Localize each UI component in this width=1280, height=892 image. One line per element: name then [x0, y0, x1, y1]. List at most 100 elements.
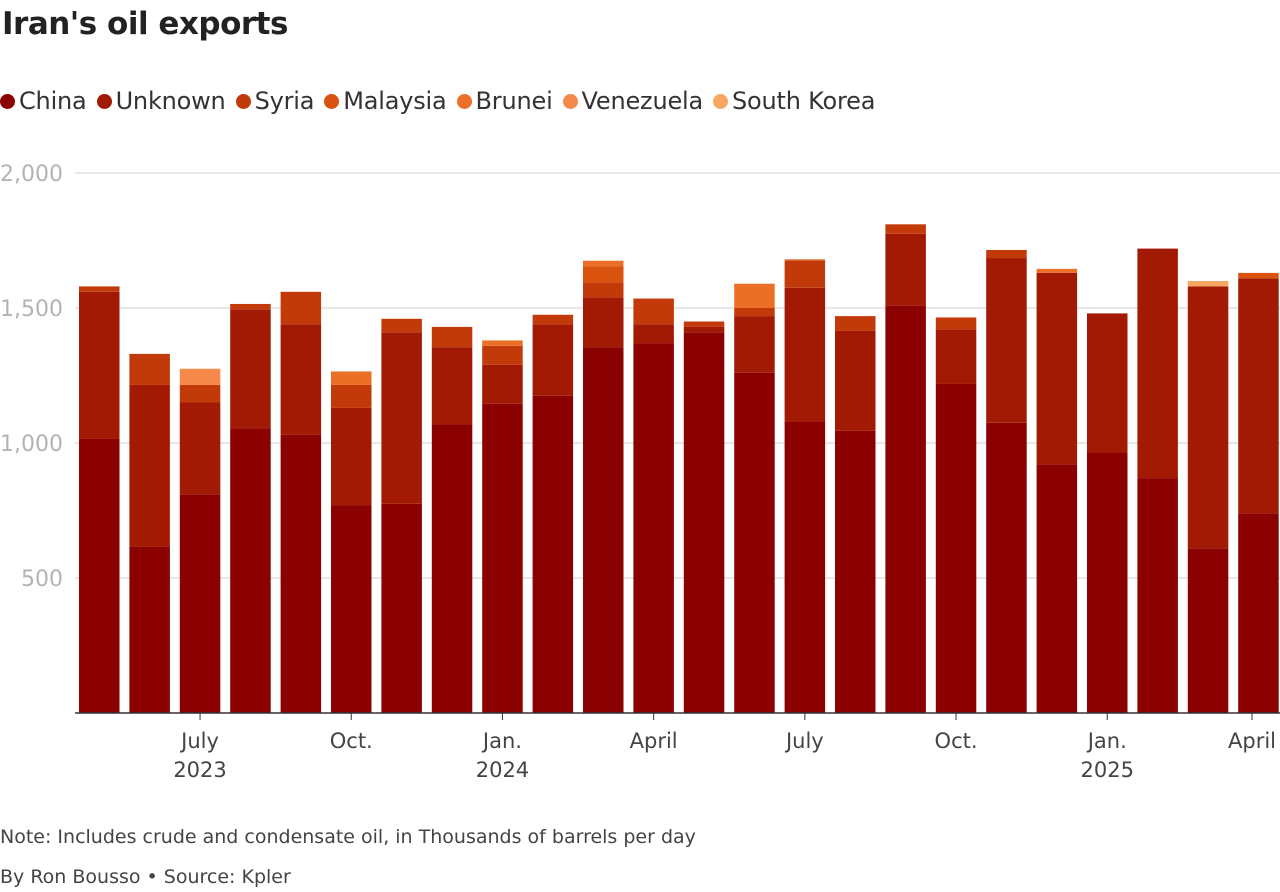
bar-segment-syria: [935, 317, 977, 330]
bar-segment-unknown: [784, 287, 826, 422]
bar-segment-china: [280, 434, 322, 713]
legend-item: South Korea: [713, 87, 875, 115]
legend-item: Brunei: [456, 87, 553, 115]
bar-segment-unknown: [633, 324, 674, 344]
bar-segment-unknown: [885, 233, 926, 306]
bar-segment-syria: [734, 308, 775, 317]
bar-segment-unknown: [1137, 248, 1178, 479]
legend-item: Unknown: [96, 87, 226, 115]
x-tick-label: July: [784, 729, 824, 753]
bar-segment-unknown: [734, 316, 775, 373]
bar-segment-unknown: [1087, 313, 1128, 453]
legend-dot-icon: [324, 93, 340, 109]
bar-segment-syria: [331, 384, 372, 408]
bar-segment-syria: [79, 286, 120, 292]
bar-segment-brunei: [331, 371, 372, 385]
legend: China Unknown Syria Malaysia Brunei Venezuela…: [0, 86, 885, 116]
bar-segment-brunei: [583, 260, 624, 267]
bar-segment-unknown: [935, 329, 977, 384]
legend-dot-icon: [235, 93, 251, 109]
bar-segment-unknown: [683, 326, 725, 333]
bar-segment-china: [784, 421, 826, 713]
stacked-bar-chart: 500 1,000 1,500 2,000 July 2023 Oct. Jan. 2024 Ap…: [0, 162, 1280, 782]
x-tick-label: Oct.: [935, 729, 978, 753]
legend-label: Brunei: [475, 87, 553, 115]
bar-segment-brunei: [482, 340, 523, 346]
bar-segment-unknown: [179, 402, 221, 495]
y-tick-label: 500: [21, 567, 63, 592]
bar-segment-china: [835, 430, 876, 713]
legend-dot-icon: [713, 93, 728, 109]
legend-dot-icon: [562, 93, 578, 109]
bar-segment-china: [431, 424, 473, 713]
bar-segment-syria: [633, 298, 674, 325]
bar-segment-unknown: [79, 291, 120, 439]
legend-dot-icon: [456, 93, 472, 109]
bar-segment-syria: [280, 291, 322, 325]
chart-title: Iran's oil exports: [2, 6, 288, 42]
bar-segment-brunei: [1036, 268, 1078, 273]
bar-segment-unknown: [431, 347, 473, 425]
x-tick-label: April: [1228, 729, 1276, 753]
y-tick-label: 1,000: [0, 432, 63, 457]
bar-segment-syria: [179, 384, 221, 403]
bar-segment-syria: [532, 314, 574, 325]
x-tick-label: Oct.: [330, 729, 373, 753]
legend-item: Venezuela: [562, 87, 704, 115]
bar-segment-syria: [835, 316, 876, 331]
bar-segment-unknown: [835, 330, 876, 431]
bar-segment-unknown: [280, 324, 322, 435]
bar-segment-unknown: [1036, 272, 1078, 465]
bar-segment-china: [1187, 548, 1229, 713]
chart-note: Note: Includes crude and condensate oil,…: [0, 826, 696, 848]
bar-segment-china: [583, 347, 624, 713]
bar-segment-syria: [683, 321, 725, 327]
x-tick-label: July: [179, 729, 219, 753]
bar-segment-china: [532, 395, 574, 713]
bar-segment-china: [986, 422, 1027, 713]
bar-segment-china: [633, 343, 674, 713]
bar-segment-unknown: [230, 309, 271, 429]
bar-segment-china: [230, 428, 271, 713]
bar-segment-syria: [431, 326, 473, 348]
bar-segment-unknown: [583, 297, 624, 348]
bar-segment-syria: [885, 224, 926, 234]
bar-segment-venezuela: [179, 368, 221, 385]
bar-segment-unknown: [331, 407, 372, 506]
legend-label: Unknown: [115, 87, 226, 115]
bar-segment-china: [482, 403, 523, 713]
x-tick-year-label: 2023: [173, 758, 226, 782]
bar-segment-malaysia: [784, 259, 826, 261]
bar-segment-brunei: [734, 283, 775, 308]
bar-segment-china: [683, 332, 725, 713]
bar-segment-china: [381, 503, 422, 713]
bar-segment-china: [1087, 452, 1128, 713]
bar-segment-china: [734, 372, 775, 713]
bar-segment-china: [1137, 478, 1178, 713]
bar-segment-syria: [583, 282, 624, 298]
bar-segment-malaysia: [583, 266, 624, 283]
bar-segment-unknown: [1238, 278, 1279, 514]
bar-segment-south-korea: [1187, 281, 1229, 287]
legend-dot-icon: [96, 93, 112, 109]
bar-segment-china: [935, 383, 977, 713]
bar-segment-syria: [230, 303, 271, 310]
legend-label: Syria: [254, 87, 315, 115]
x-tick-year-label: 2025: [1081, 758, 1134, 782]
x-tick-label: Jan.: [1086, 729, 1127, 753]
legend-label: Venezuela: [581, 87, 704, 115]
bar-segment-unknown: [129, 384, 170, 547]
legend-label: Malaysia: [343, 87, 447, 115]
y-tick-label: 2,000: [0, 162, 63, 187]
bar-segment-china: [179, 494, 221, 713]
bar-segment-syria: [986, 249, 1027, 259]
bar-segment-unknown: [381, 332, 422, 504]
bar-segment-china: [79, 438, 120, 713]
byline-source: By Ron Bousso • Source: Kpler: [0, 866, 291, 888]
x-tick-label: Jan.: [481, 729, 522, 753]
legend-item: Syria: [235, 87, 315, 115]
bar-segment-china: [331, 505, 372, 713]
bar-segment-unknown: [532, 324, 574, 396]
bar-segment-syria: [784, 260, 826, 288]
legend-dot-icon: [0, 93, 15, 109]
